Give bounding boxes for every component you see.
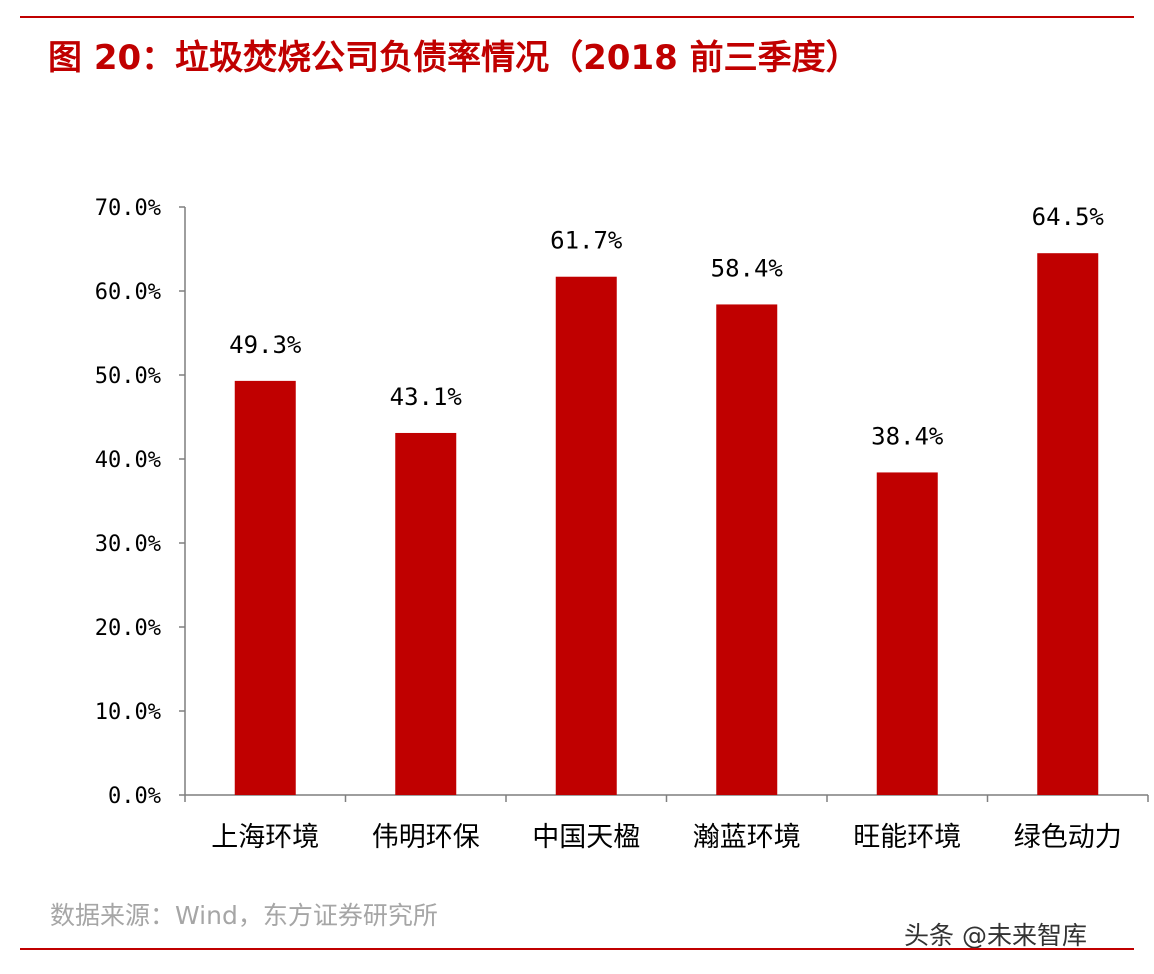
y-tick-label: 0.0% — [108, 784, 161, 809]
x-axis — [184, 794, 1149, 802]
category-labels: 上海环境 伟明环保 中国天楹 瀚蓝环境 旺能环境 绿色动力 — [211, 822, 1122, 853]
top-divider — [20, 16, 1134, 18]
data-label-5: 38.4% — [871, 422, 944, 450]
category-label-3: 中国天楹 — [532, 822, 640, 853]
category-label-4: 瀚蓝环境 — [693, 822, 801, 853]
data-label-2: 43.1% — [390, 383, 463, 411]
y-axis: 0.0% 10.0% 20.0% 30.0% 40.0% 50.0% 60.0% 70.0% — [95, 196, 186, 809]
watermark: 头条 @未来智库 — [904, 921, 1087, 950]
data-label-3: 61.7% — [550, 227, 623, 255]
bar-1 — [234, 380, 296, 795]
source-note: 数据来源：Wind，东方证券研究所 — [50, 901, 438, 930]
category-label-5: 旺能环境 — [853, 822, 961, 853]
bar-5 — [876, 472, 938, 795]
bottom-divider — [20, 948, 1134, 950]
data-labels: 49.3% 43.1% 61.7% 58.4% 38.4% 64.5% — [229, 203, 1104, 450]
category-label-1: 上海环境 — [211, 822, 319, 853]
bar-2 — [395, 432, 457, 795]
y-tick-label: 50.0% — [95, 364, 161, 389]
bars — [234, 253, 1099, 796]
data-label-1: 49.3% — [229, 331, 302, 359]
figure-title: 图 20：垃圾焚烧公司负债率情况（2018 前三季度） — [48, 38, 860, 78]
y-tick-label: 70.0% — [95, 196, 161, 221]
data-label-6: 64.5% — [1032, 203, 1105, 231]
y-tick-label: 10.0% — [95, 700, 161, 725]
y-tick-label: 40.0% — [95, 448, 161, 473]
category-label-2: 伟明环保 — [372, 822, 480, 853]
y-tick-label: 20.0% — [95, 616, 161, 641]
y-tick-label: 30.0% — [95, 532, 161, 557]
bar-6 — [1037, 253, 1099, 795]
y-tick-label: 60.0% — [95, 280, 161, 305]
category-label-6: 绿色动力 — [1014, 822, 1122, 853]
bar-4 — [716, 304, 778, 795]
bar-3 — [555, 276, 617, 796]
data-label-4: 58.4% — [711, 254, 784, 282]
